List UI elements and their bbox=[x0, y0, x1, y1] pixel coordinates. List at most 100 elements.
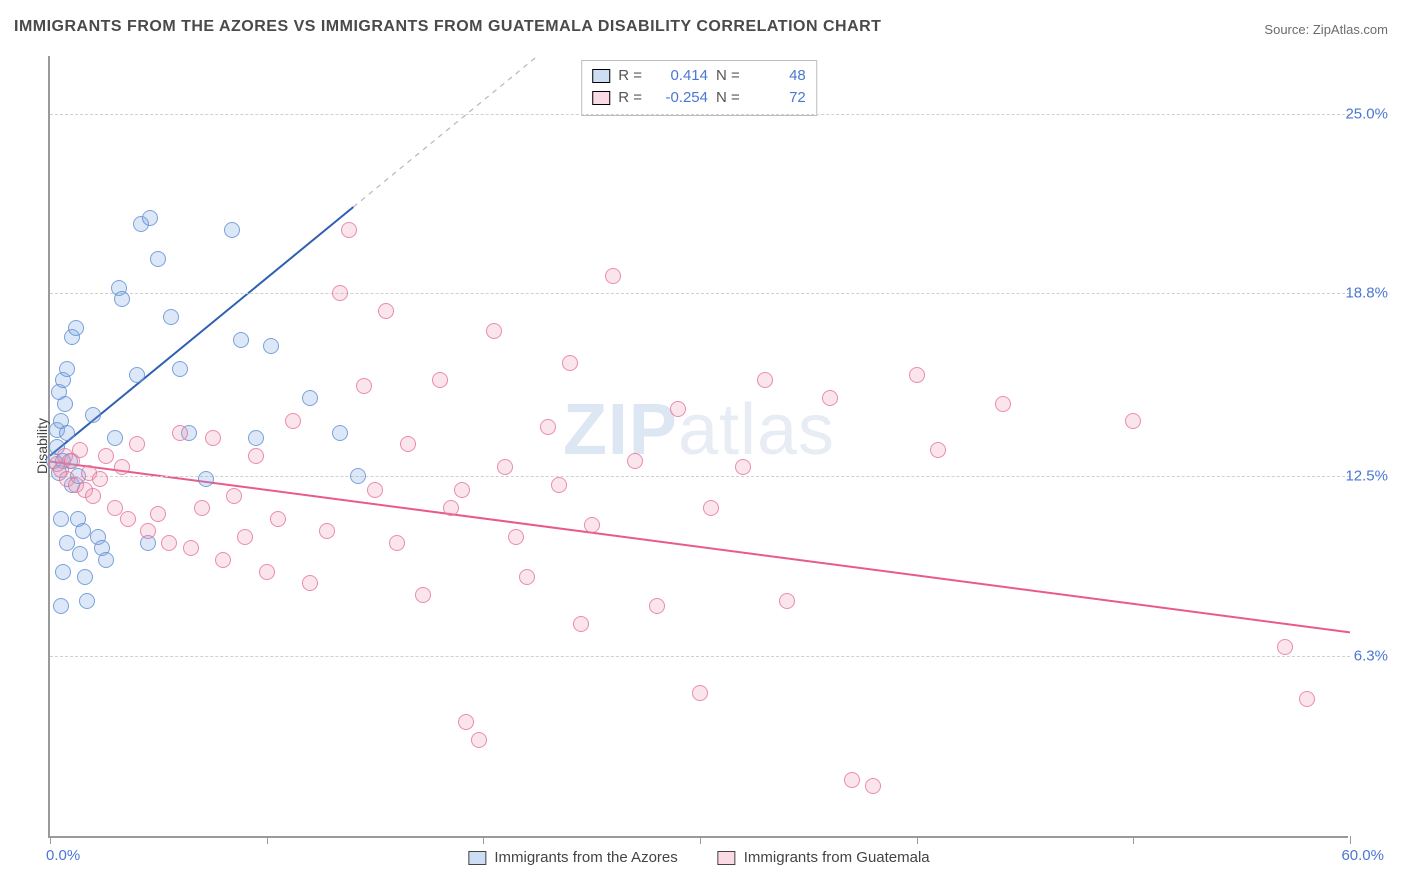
chart-title: IMMIGRANTS FROM THE AZORES VS IMMIGRANTS… bbox=[14, 18, 881, 36]
scatter-point bbox=[844, 772, 860, 788]
scatter-point bbox=[1299, 691, 1315, 707]
scatter-point bbox=[508, 529, 524, 545]
scatter-point bbox=[75, 523, 91, 539]
scatter-point bbox=[350, 468, 366, 484]
stats-legend: R = 0.414 N = 48 R = -0.254 N = 72 bbox=[581, 60, 817, 116]
r-value: 0.414 bbox=[650, 65, 708, 87]
watermark-bold: ZIP bbox=[563, 390, 678, 470]
scatter-point bbox=[703, 500, 719, 516]
scatter-point bbox=[226, 488, 242, 504]
legend-item-azores: Immigrants from the Azores bbox=[468, 849, 677, 866]
scatter-point bbox=[909, 367, 925, 383]
y-tick-label: 25.0% bbox=[1345, 105, 1388, 122]
scatter-point bbox=[458, 714, 474, 730]
scatter-point bbox=[68, 320, 84, 336]
scatter-point bbox=[215, 552, 231, 568]
scatter-point bbox=[540, 419, 556, 435]
scatter-point bbox=[519, 569, 535, 585]
scatter-point bbox=[605, 268, 621, 284]
scatter-point bbox=[341, 222, 357, 238]
x-tick bbox=[50, 836, 51, 844]
scatter-point bbox=[233, 332, 249, 348]
x-tick bbox=[1133, 836, 1134, 844]
n-value: 72 bbox=[748, 87, 806, 109]
scatter-point bbox=[237, 529, 253, 545]
gridline bbox=[50, 476, 1350, 477]
scatter-point bbox=[85, 488, 101, 504]
scatter-point bbox=[270, 511, 286, 527]
scatter-point bbox=[432, 372, 448, 388]
scatter-point bbox=[356, 378, 372, 394]
scatter-point bbox=[692, 685, 708, 701]
scatter-point bbox=[259, 564, 275, 580]
scatter-point bbox=[172, 425, 188, 441]
scatter-point bbox=[163, 309, 179, 325]
chart-container: Disability ZIPatlas R = 0.414 N = 48 R =… bbox=[48, 56, 1388, 838]
scatter-point bbox=[378, 303, 394, 319]
stats-row-guatemala: R = -0.254 N = 72 bbox=[592, 87, 806, 109]
scatter-point bbox=[140, 523, 156, 539]
scatter-point bbox=[443, 500, 459, 516]
scatter-point bbox=[562, 355, 578, 371]
scatter-point bbox=[248, 430, 264, 446]
scatter-point bbox=[1125, 413, 1141, 429]
series-legend: Immigrants from the Azores Immigrants fr… bbox=[468, 849, 929, 866]
swatch-icon bbox=[468, 851, 486, 865]
source-attribution: Source: ZipAtlas.com bbox=[1264, 22, 1388, 37]
scatter-point bbox=[735, 459, 751, 475]
scatter-point bbox=[367, 482, 383, 498]
scatter-point bbox=[302, 390, 318, 406]
gridline bbox=[50, 656, 1350, 657]
scatter-point bbox=[930, 442, 946, 458]
scatter-point bbox=[183, 540, 199, 556]
watermark: ZIPatlas bbox=[563, 389, 835, 471]
scatter-point bbox=[319, 523, 335, 539]
scatter-point bbox=[53, 511, 69, 527]
scatter-point bbox=[194, 500, 210, 516]
scatter-point bbox=[72, 546, 88, 562]
scatter-point bbox=[129, 436, 145, 452]
scatter-point bbox=[53, 598, 69, 614]
swatch-icon bbox=[718, 851, 736, 865]
scatter-point bbox=[205, 430, 221, 446]
source-link[interactable]: ZipAtlas.com bbox=[1313, 22, 1388, 37]
scatter-point bbox=[302, 575, 318, 591]
scatter-point bbox=[649, 598, 665, 614]
scatter-point bbox=[400, 436, 416, 452]
n-value: 48 bbox=[748, 65, 806, 87]
scatter-point bbox=[670, 401, 686, 417]
scatter-point bbox=[98, 552, 114, 568]
r-label: R = bbox=[618, 87, 642, 109]
scatter-point bbox=[1277, 639, 1293, 655]
scatter-point bbox=[161, 535, 177, 551]
scatter-point bbox=[114, 291, 130, 307]
gridline bbox=[50, 293, 1350, 294]
x-axis-min-label: 0.0% bbox=[46, 847, 80, 864]
scatter-point bbox=[129, 367, 145, 383]
scatter-point bbox=[59, 361, 75, 377]
y-tick-label: 6.3% bbox=[1354, 647, 1388, 664]
scatter-point bbox=[59, 425, 75, 441]
scatter-point bbox=[454, 482, 470, 498]
scatter-point bbox=[497, 459, 513, 475]
scatter-point bbox=[471, 732, 487, 748]
scatter-point bbox=[779, 593, 795, 609]
swatch-icon bbox=[592, 91, 610, 105]
scatter-point bbox=[172, 361, 188, 377]
scatter-point bbox=[551, 477, 567, 493]
x-axis-max-label: 60.0% bbox=[1341, 847, 1384, 864]
scatter-point bbox=[107, 500, 123, 516]
scatter-point bbox=[822, 390, 838, 406]
scatter-point bbox=[150, 251, 166, 267]
scatter-point bbox=[263, 338, 279, 354]
legend-label: Immigrants from the Azores bbox=[494, 849, 677, 866]
scatter-point bbox=[224, 222, 240, 238]
x-tick bbox=[700, 836, 701, 844]
scatter-point bbox=[150, 506, 166, 522]
scatter-point bbox=[198, 471, 214, 487]
scatter-point bbox=[79, 593, 95, 609]
gridline bbox=[50, 114, 1350, 115]
source-label: Source: bbox=[1264, 22, 1309, 37]
x-tick bbox=[1350, 836, 1351, 844]
scatter-point bbox=[486, 323, 502, 339]
